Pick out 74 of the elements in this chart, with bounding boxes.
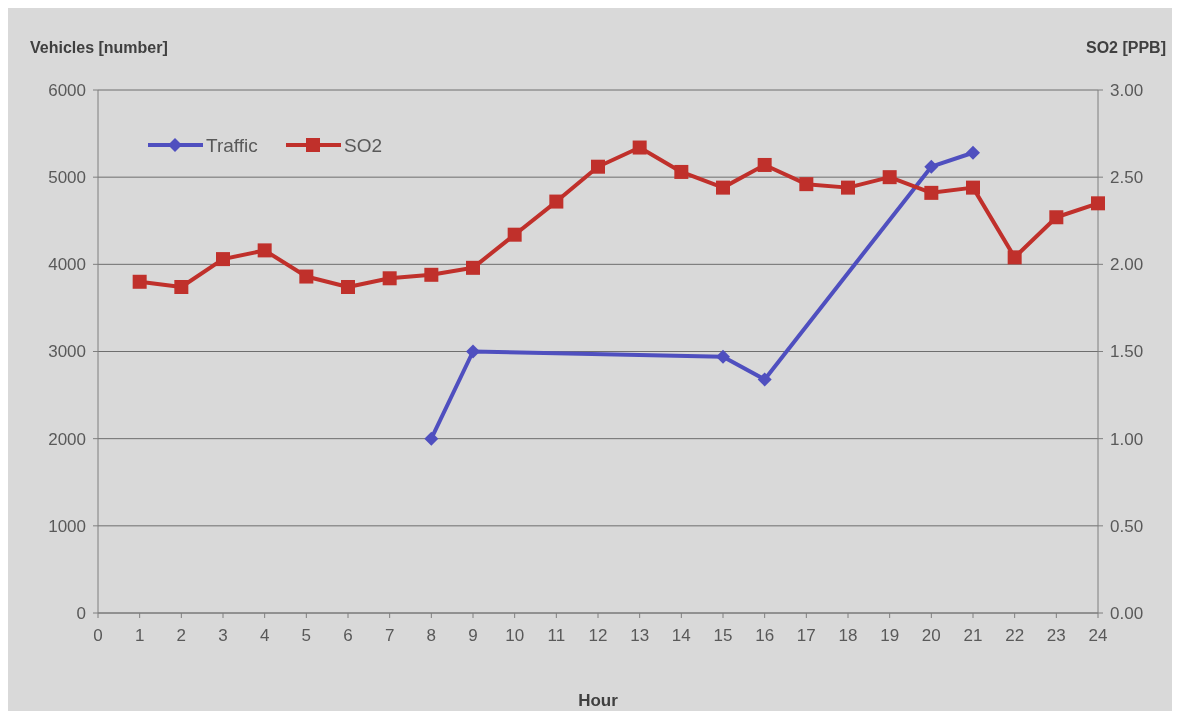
point bbox=[966, 145, 980, 160]
legend-label: SO2 bbox=[344, 134, 383, 156]
point bbox=[1007, 250, 1022, 265]
point bbox=[841, 180, 855, 195]
point bbox=[466, 344, 480, 359]
y-tick-label: 4000 bbox=[48, 255, 86, 275]
point bbox=[174, 280, 189, 294]
x-tick-label: 20 bbox=[921, 626, 941, 645]
point bbox=[257, 243, 272, 258]
x-tick-label: 22 bbox=[1005, 626, 1025, 645]
x-tick-label: 13 bbox=[630, 626, 650, 645]
point bbox=[216, 252, 230, 267]
y-axis-title: Vehicles [number] bbox=[30, 39, 168, 56]
y2-axis-title: SO2 [PPB] bbox=[1085, 39, 1166, 56]
x-tick-label: 5 bbox=[301, 626, 312, 645]
y2-tick-label: 2.50 bbox=[1110, 168, 1144, 188]
point bbox=[716, 180, 730, 195]
point bbox=[924, 185, 939, 200]
x-tick-label: 16 bbox=[755, 626, 775, 645]
y2-tick-label: 0.00 bbox=[1110, 603, 1144, 623]
y-tick-label: 0 bbox=[76, 603, 86, 623]
point bbox=[1049, 210, 1064, 225]
x-tick-label: 10 bbox=[505, 626, 525, 645]
x-tick-label: 23 bbox=[1046, 626, 1066, 645]
point bbox=[966, 180, 980, 195]
x-axis-title: Hour bbox=[578, 691, 619, 710]
y-tick-label: 2000 bbox=[48, 429, 86, 449]
x-tick-label: 8 bbox=[426, 626, 437, 645]
x-tick-label: 15 bbox=[713, 626, 733, 645]
x-tick-label: 3 bbox=[218, 626, 228, 645]
x-tick-label: 18 bbox=[838, 626, 858, 645]
point bbox=[341, 280, 355, 294]
point bbox=[757, 372, 772, 387]
point bbox=[507, 227, 522, 242]
x-tick-label: 9 bbox=[468, 626, 478, 645]
point bbox=[799, 177, 814, 192]
point bbox=[591, 159, 605, 174]
y2-tick-label: 0.50 bbox=[1110, 516, 1144, 536]
point bbox=[549, 194, 564, 209]
point bbox=[674, 164, 689, 179]
point bbox=[132, 274, 147, 289]
point bbox=[382, 271, 397, 286]
point bbox=[632, 140, 647, 155]
x-tick-label: 1 bbox=[134, 626, 145, 645]
x-tick-label: 17 bbox=[796, 626, 816, 645]
x-tick-label: 11 bbox=[547, 626, 566, 645]
point bbox=[757, 157, 772, 172]
y-tick-label: 1000 bbox=[48, 516, 86, 536]
x-tick-label: 24 bbox=[1088, 626, 1108, 645]
x-tick-label: 19 bbox=[880, 626, 900, 645]
point bbox=[716, 349, 730, 364]
y2-tick-label: 3.00 bbox=[1110, 80, 1144, 100]
y-tick-label: 5000 bbox=[48, 168, 86, 188]
x-tick-label: 21 bbox=[963, 626, 983, 645]
x-tick-label: 2 bbox=[176, 626, 187, 645]
point bbox=[882, 170, 897, 185]
point bbox=[424, 431, 439, 446]
y-tick-label: 6000 bbox=[48, 80, 86, 100]
point bbox=[1091, 196, 1105, 211]
x-tick-label: 7 bbox=[384, 626, 395, 645]
legend-label: Traffic bbox=[206, 134, 258, 156]
x-tick-label: 0 bbox=[93, 626, 103, 645]
y2-tick-label: 1.00 bbox=[1110, 429, 1144, 449]
y2-tick-label: 1.50 bbox=[1110, 342, 1144, 362]
point bbox=[924, 159, 939, 174]
y2-tick-label: 2.00 bbox=[1110, 255, 1144, 275]
point bbox=[299, 269, 314, 284]
y-tick-label: 3000 bbox=[48, 342, 86, 362]
x-tick-label: 4 bbox=[259, 626, 270, 645]
point bbox=[424, 267, 439, 282]
x-tick-label: 6 bbox=[343, 626, 353, 645]
point bbox=[466, 260, 480, 275]
x-tick-label: 14 bbox=[671, 626, 691, 645]
x-tick-label: 12 bbox=[588, 626, 608, 645]
